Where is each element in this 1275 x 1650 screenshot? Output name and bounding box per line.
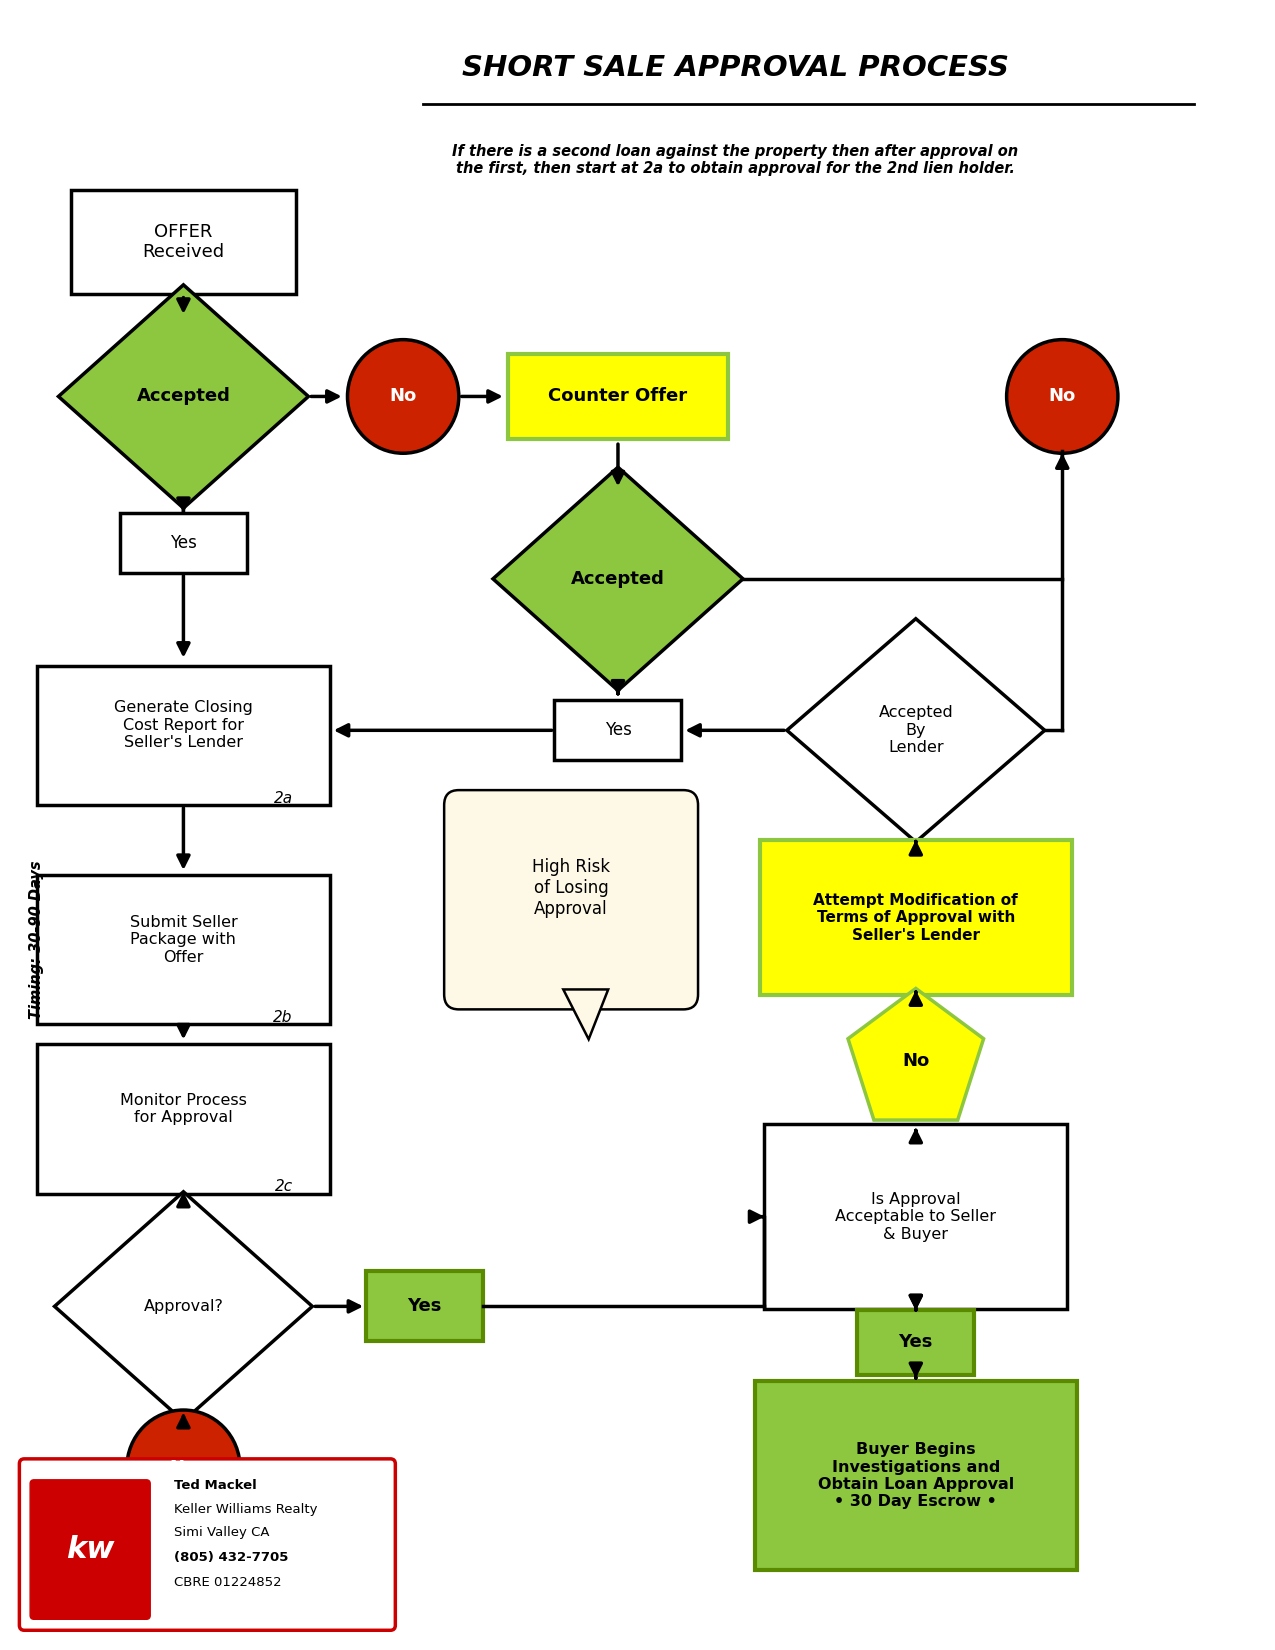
Text: Is Approval
Acceptable to Seller
& Buyer: Is Approval Acceptable to Seller & Buyer bbox=[835, 1191, 996, 1241]
FancyBboxPatch shape bbox=[71, 190, 296, 294]
FancyBboxPatch shape bbox=[120, 513, 247, 573]
Text: Simi Valley CA: Simi Valley CA bbox=[173, 1526, 269, 1539]
Text: No: No bbox=[390, 388, 417, 406]
FancyBboxPatch shape bbox=[509, 355, 728, 439]
Text: Keller Williams Realty: Keller Williams Realty bbox=[173, 1503, 317, 1516]
FancyBboxPatch shape bbox=[755, 1381, 1077, 1571]
Text: Accepted
By
Lender: Accepted By Lender bbox=[878, 706, 954, 756]
FancyBboxPatch shape bbox=[37, 665, 330, 805]
FancyBboxPatch shape bbox=[37, 1044, 330, 1193]
Polygon shape bbox=[848, 988, 983, 1120]
Text: CBRE 01224852: CBRE 01224852 bbox=[173, 1576, 282, 1589]
Text: High Risk
of Losing
Approval: High Risk of Losing Approval bbox=[532, 858, 611, 917]
Polygon shape bbox=[55, 1191, 312, 1421]
Polygon shape bbox=[787, 619, 1044, 842]
Text: Yes: Yes bbox=[604, 721, 631, 739]
FancyBboxPatch shape bbox=[366, 1272, 483, 1341]
Text: Yes: Yes bbox=[408, 1297, 442, 1315]
Text: Approval?: Approval? bbox=[144, 1299, 223, 1313]
Text: Yes: Yes bbox=[170, 535, 196, 553]
Text: OFFER
Received: OFFER Received bbox=[143, 223, 224, 261]
Circle shape bbox=[1007, 340, 1118, 454]
Text: If there is a second loan against the property then after approval on
the first,: If there is a second loan against the pr… bbox=[453, 144, 1019, 177]
FancyBboxPatch shape bbox=[555, 700, 681, 761]
Text: Submit Seller
Package with
Offer: Submit Seller Package with Offer bbox=[130, 914, 237, 965]
Text: (805) 432-7705: (805) 432-7705 bbox=[173, 1551, 288, 1564]
Text: Accepted: Accepted bbox=[136, 388, 231, 406]
Text: Generate Closing
Cost Report for
Seller's Lender: Generate Closing Cost Report for Seller'… bbox=[113, 701, 252, 751]
Text: Yes: Yes bbox=[899, 1333, 933, 1351]
Polygon shape bbox=[564, 990, 608, 1040]
Text: No: No bbox=[170, 1459, 198, 1477]
Text: Attempt Modification of
Terms of Approval with
Seller's Lender: Attempt Modification of Terms of Approva… bbox=[813, 893, 1019, 942]
FancyBboxPatch shape bbox=[31, 1480, 150, 1619]
FancyBboxPatch shape bbox=[765, 1125, 1067, 1308]
Text: 2b: 2b bbox=[273, 1010, 293, 1025]
Text: No: No bbox=[903, 1053, 929, 1071]
Text: 2c: 2c bbox=[274, 1180, 293, 1195]
Polygon shape bbox=[493, 467, 743, 690]
FancyBboxPatch shape bbox=[444, 790, 697, 1010]
Text: Counter Offer: Counter Offer bbox=[548, 388, 687, 406]
Text: 2a: 2a bbox=[274, 790, 293, 805]
Text: Ted Mackel: Ted Mackel bbox=[173, 1480, 256, 1492]
Text: Timing: 30-90 Days: Timing: 30-90 Days bbox=[29, 860, 45, 1020]
Circle shape bbox=[348, 340, 459, 454]
Text: SHORT SALE APPROVAL PROCESS: SHORT SALE APPROVAL PROCESS bbox=[462, 53, 1009, 81]
Circle shape bbox=[126, 1411, 240, 1526]
Text: Monitor Process
for Approval: Monitor Process for Approval bbox=[120, 1092, 247, 1125]
Text: Accepted: Accepted bbox=[571, 569, 664, 587]
Text: kw: kw bbox=[66, 1534, 115, 1564]
FancyBboxPatch shape bbox=[857, 1310, 974, 1374]
FancyBboxPatch shape bbox=[37, 874, 330, 1025]
Text: No: No bbox=[1048, 388, 1076, 406]
Text: Buyer Begins
Investigations and
Obtain Loan Approval
• 30 Day Escrow •: Buyer Begins Investigations and Obtain L… bbox=[817, 1442, 1014, 1510]
Polygon shape bbox=[59, 285, 309, 508]
FancyBboxPatch shape bbox=[19, 1459, 395, 1630]
FancyBboxPatch shape bbox=[760, 840, 1072, 995]
